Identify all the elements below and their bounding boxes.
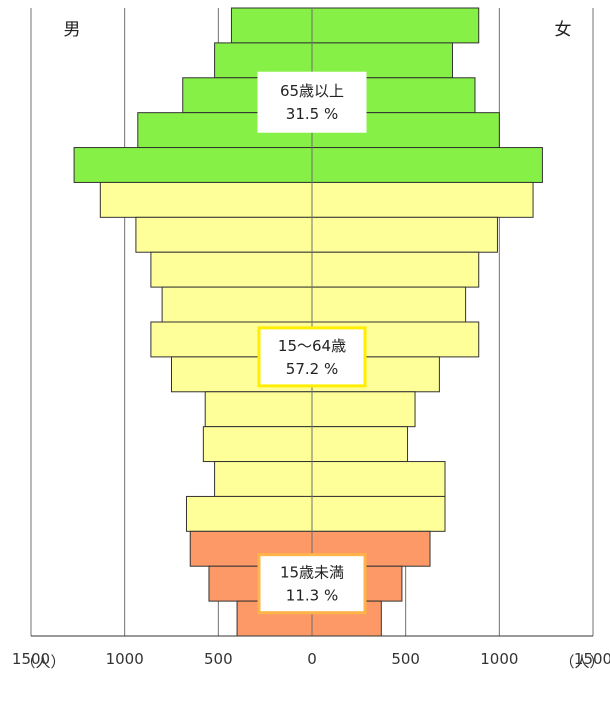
male-bar-6 — [135, 216, 313, 253]
x-unit-right: （人） — [559, 653, 604, 671]
female-bar-8 — [311, 286, 467, 323]
male-bar-8 — [161, 286, 313, 323]
male-bar-5 — [99, 181, 313, 218]
x-unit-left: （人） — [20, 653, 65, 671]
female-bar-4 — [311, 147, 543, 183]
female-bar-12 — [311, 426, 409, 463]
male-bar-13 — [214, 461, 313, 497]
female-bar-11 — [311, 391, 416, 428]
female-bar-13 — [311, 461, 446, 497]
group-label-percent-1: 57.2 % — [286, 360, 338, 378]
group-label-name-0: 65歳以上 — [280, 82, 344, 100]
group-label-percent-0: 31.5 % — [286, 105, 338, 123]
group-label-name-2: 15歳未満 — [280, 564, 344, 582]
male-bar-11 — [204, 391, 313, 428]
group-labels-layer: 65歳以上 31.5 % 15～64歳 57.2 % 15歳未満 11.3 % — [257, 71, 367, 615]
female-label: 女 — [555, 20, 572, 40]
group-label-box-0 — [257, 71, 367, 133]
female-bar-6 — [311, 216, 498, 253]
x-tick-label-0: 1500 — [12, 650, 50, 668]
male-bar-12 — [202, 426, 313, 463]
group-label-box-2 — [257, 553, 367, 615]
female-bar-14 — [311, 495, 446, 532]
x-tick-label-5: 1000 — [480, 650, 518, 668]
x-tick-label-2: 500 — [204, 650, 233, 668]
x-tick-label-1: 1000 — [106, 650, 144, 668]
x-tick-label-4: 500 — [391, 650, 420, 668]
x-tick-labels: 1500 1000 500 0 500 1000 1500 — [12, 650, 610, 668]
male-bar-7 — [150, 251, 313, 288]
group-label-box-1 — [257, 326, 367, 388]
x-tick-label-6: 1500 — [574, 650, 610, 668]
group-label-name-1: 15～64歳 — [278, 337, 346, 355]
group-label-percent-2: 11.3 % — [286, 587, 338, 605]
female-bar-7 — [311, 251, 480, 288]
female-bar-0 — [311, 7, 480, 44]
male-label: 男 — [64, 20, 81, 40]
male-bar-0 — [230, 7, 313, 44]
male-bar-14 — [185, 495, 313, 532]
x-tick-label-3: 0 — [307, 650, 317, 668]
male-bar-4 — [73, 147, 313, 183]
female-bar-5 — [311, 181, 534, 218]
